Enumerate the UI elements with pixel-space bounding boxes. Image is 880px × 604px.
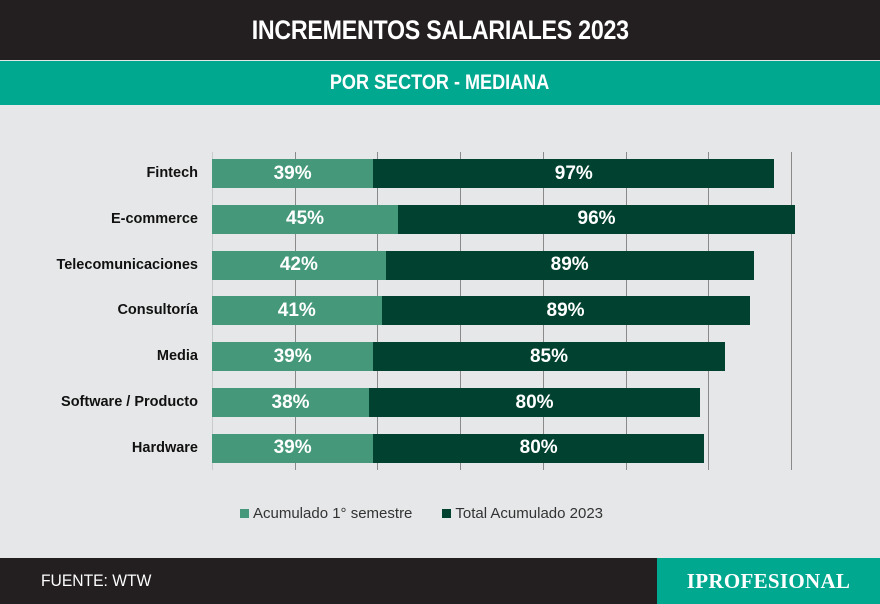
chart-subtitle: POR SECTOR - MEDIANA	[330, 71, 550, 94]
bar-row: Media 39% 85%	[0, 342, 880, 372]
footer: FUENTE: WTW IPROFESIONAL	[0, 558, 880, 604]
source-label: FUENTE: WTW	[41, 571, 152, 590]
bar-segment-total-2023: 80%	[369, 388, 700, 417]
legend-item: Total Acumulado 2023	[442, 505, 603, 522]
category-label: Media	[156, 348, 198, 365]
bar-segment-total-2023: 97%	[373, 159, 775, 188]
bar-segment-total-2023: 85%	[373, 342, 725, 372]
category-label: E-commerce	[110, 210, 198, 227]
title-bar: INCREMENTOS SALARIALES 2023	[0, 0, 880, 60]
category-label: Hardware	[131, 439, 198, 456]
legend-label: Total Acumulado 2023	[455, 505, 604, 522]
legend-label: Acumulado 1° semestre	[253, 505, 413, 522]
bar-row: Software / Producto 38% 80%	[0, 388, 880, 417]
category-label: Consultoría	[117, 302, 198, 319]
bar-segment-first-semester: 39%	[212, 159, 374, 188]
iprofesional-logo: IPROFESIONAL	[657, 558, 880, 604]
bar-row: Consultoría 41% 89%	[0, 296, 880, 326]
bar-row: Telecomunicaciones 42% 89%	[0, 250, 880, 280]
legend-swatch-icon	[240, 509, 249, 518]
bar-segment-first-semester: 38%	[212, 388, 370, 417]
bar-segment-total-2023: 80%	[373, 433, 705, 463]
bar-segment-first-semester: 41%	[212, 296, 382, 326]
category-label: Telecomunicaciones	[56, 256, 198, 273]
bar-segment-first-semester: 39%	[212, 342, 374, 372]
bar-segment-total-2023: 89%	[385, 250, 754, 280]
bar-segment-first-semester: 45%	[212, 204, 399, 234]
legend: Acumulado 1° semestre Total Acumulado 202…	[240, 505, 633, 522]
legend-swatch-icon	[442, 509, 452, 518]
category-label: Software / Producto	[61, 394, 198, 410]
category-label: Fintech	[146, 165, 198, 181]
bar-chart: Fintech 39% 97% E-commerce 45% 96% Telecomunic…	[0, 105, 880, 558]
legend-item: Acumulado 1° semestre	[240, 505, 412, 522]
bar-segment-total-2023: 89%	[381, 296, 750, 326]
gridline	[790, 152, 792, 470]
bar-row: Hardware 39% 80%	[0, 433, 880, 463]
bar-segment-total-2023: 96%	[398, 204, 796, 234]
bar-segment-first-semester: 42%	[212, 250, 386, 280]
chart-title: INCREMENTOS SALARIALES 2023	[251, 14, 629, 45]
subtitle-bar: POR SECTOR - MEDIANA	[0, 61, 880, 105]
bar-row: E-commerce 45% 96%	[0, 204, 880, 234]
bar-row: Fintech 39% 97%	[0, 159, 880, 188]
bar-segment-first-semester: 39%	[212, 433, 374, 463]
